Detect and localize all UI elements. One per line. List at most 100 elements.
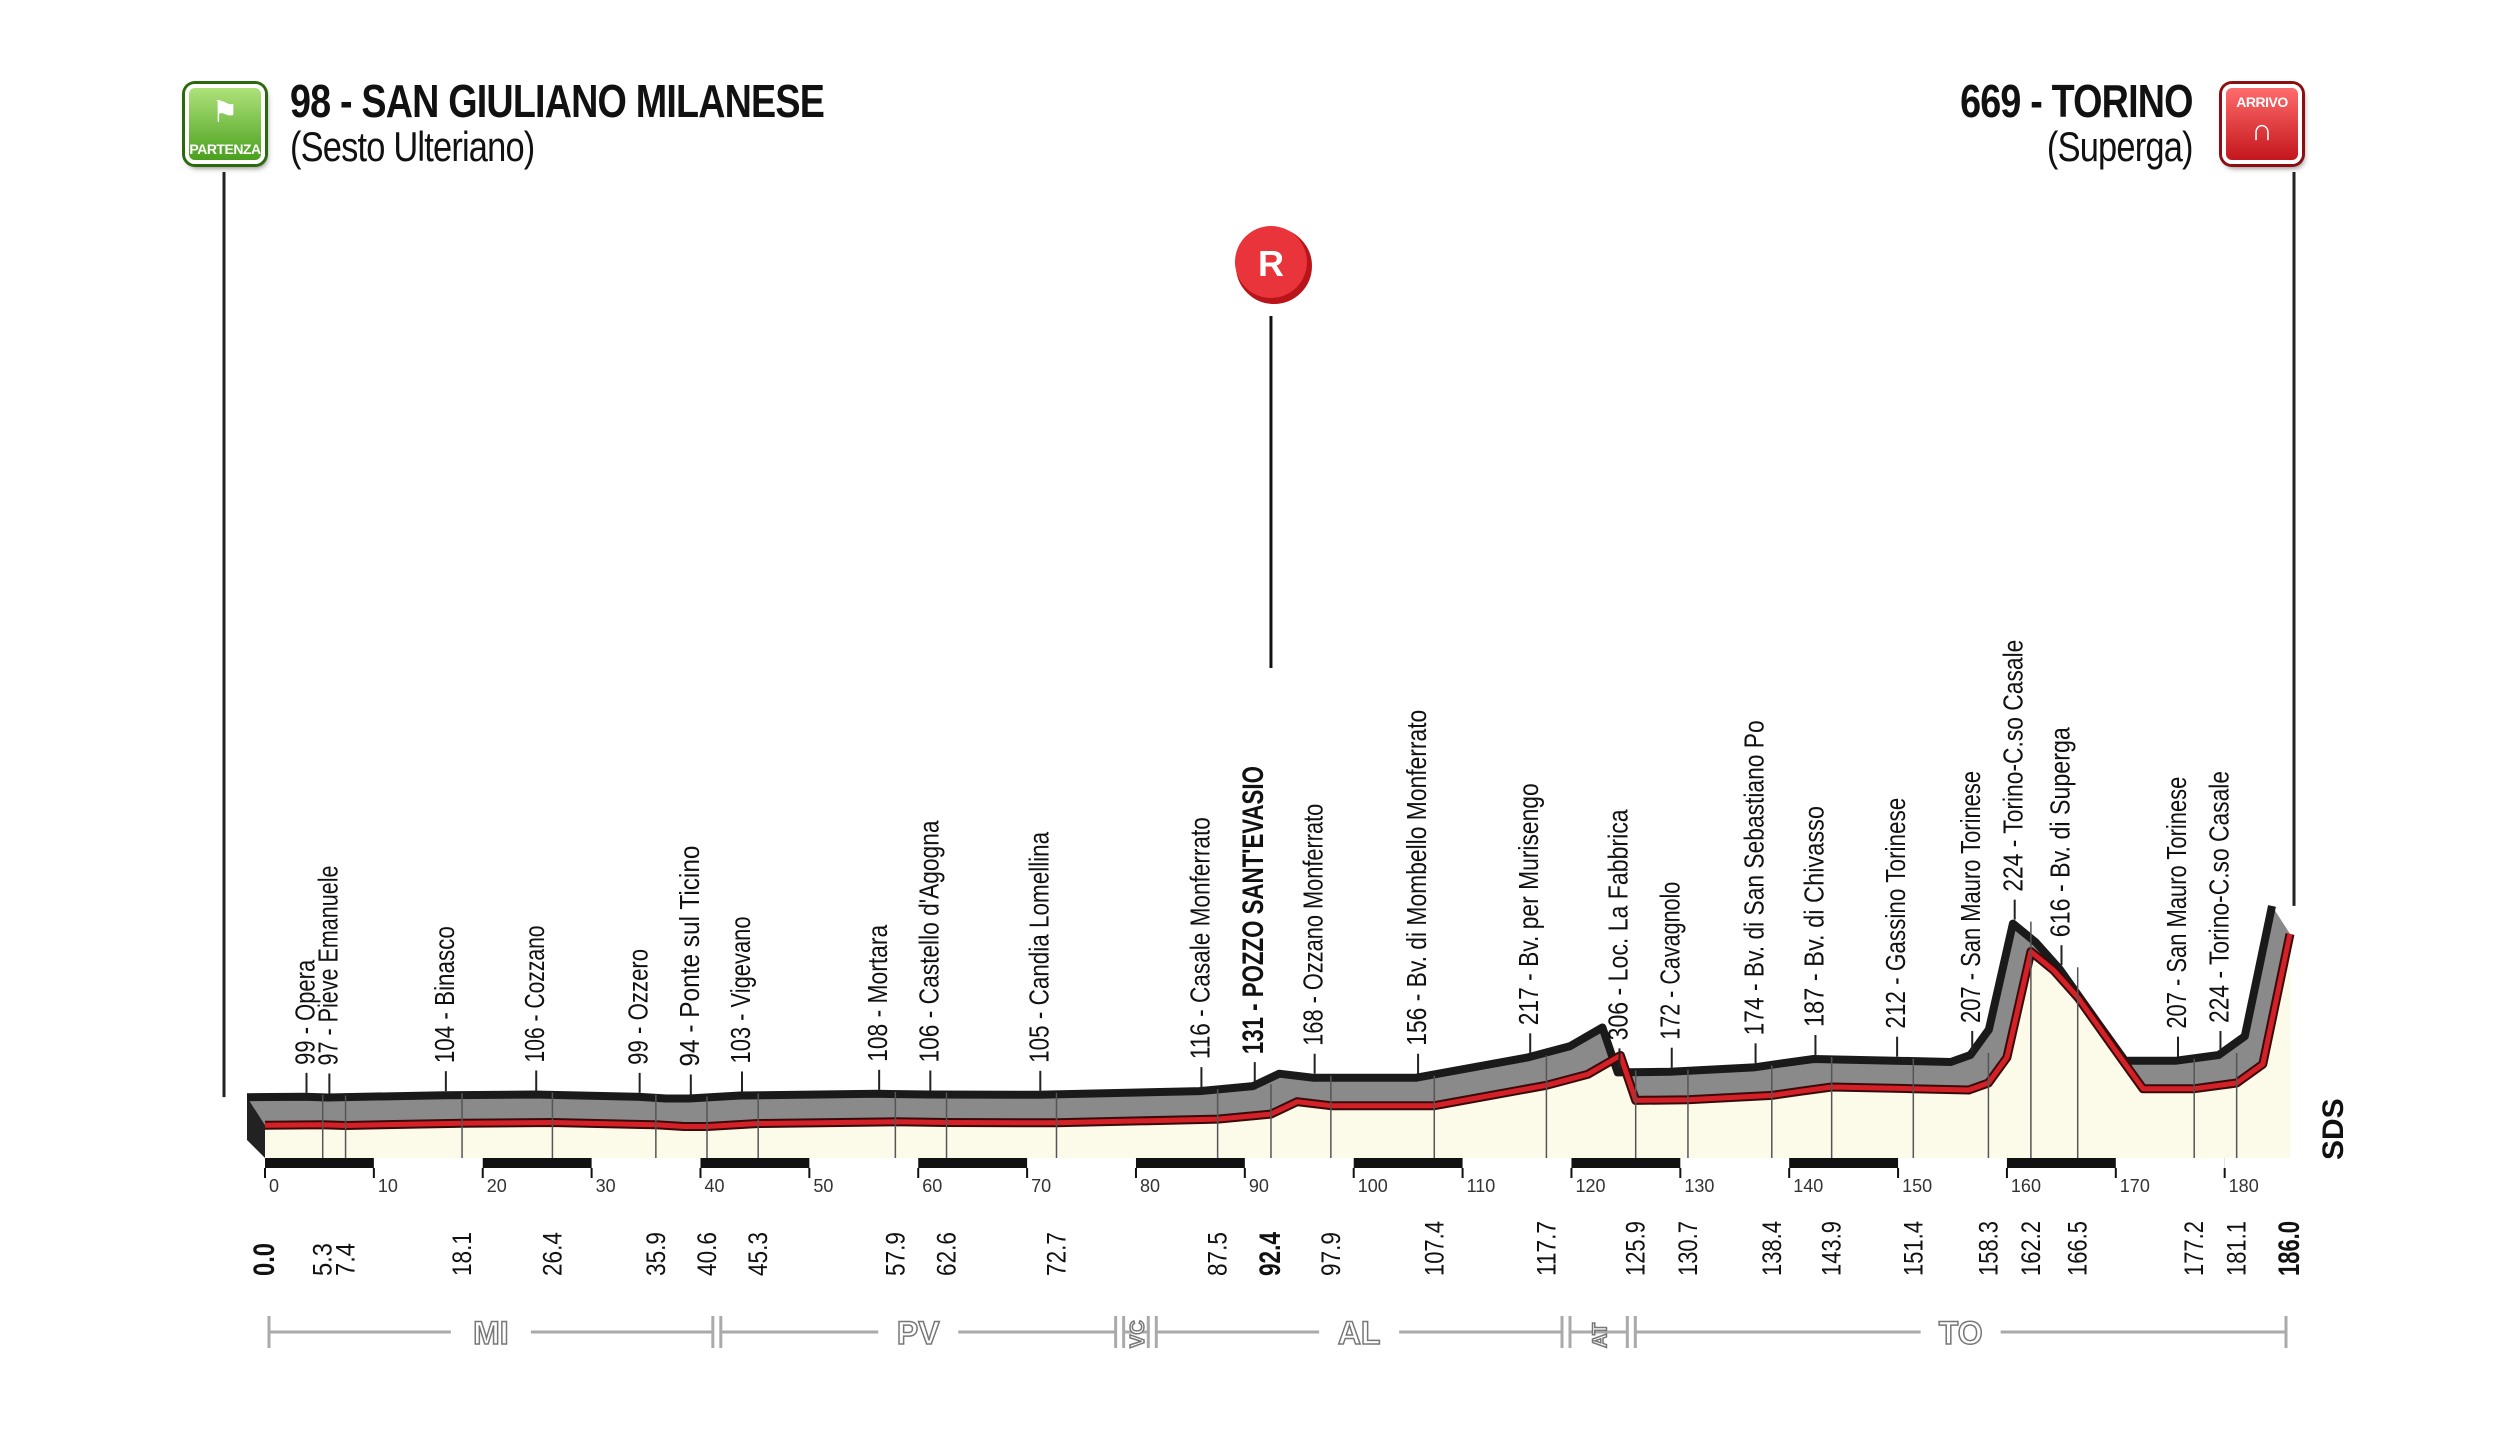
tick-label: 140 (1793, 1176, 1823, 1196)
km-label: 18.1 (447, 1232, 477, 1276)
km-label: 162.2 (2016, 1221, 2046, 1276)
finish-subtitle: (Superga) (2047, 123, 2194, 170)
profile-road-surface (247, 905, 2290, 1127)
tick-label: 160 (2011, 1176, 2041, 1196)
tick-label: 130 (1684, 1176, 1714, 1196)
km-label: 0.0 (248, 1243, 281, 1276)
start-flag-icon: ⚑ (211, 96, 239, 129)
km-label: 143.9 (1817, 1221, 1847, 1276)
distance-bar-segment (591, 1158, 701, 1168)
km-label: 125.9 (1621, 1221, 1651, 1276)
km-label: 158.3 (1973, 1221, 2003, 1276)
waypoint-label: 207 - San Mauro Torinese (2161, 777, 2192, 1029)
waypoint-label: 106 - Castello d'Agogna (913, 820, 944, 1062)
province-label-bg (450, 1312, 531, 1352)
waypoint-label: 224 - Torino-C.so Casale (1998, 640, 2029, 892)
start-subtitle: (Sesto Ulteriano) (290, 123, 535, 170)
tick-label: 10 (378, 1176, 398, 1196)
sds-logo: SDS (2317, 1098, 2350, 1160)
finish-header: 669 - TORINO (Superga) (1960, 78, 2193, 170)
feed-zone-circle-inner (1234, 226, 1307, 298)
start-badge-label: PARTENZA (189, 141, 261, 157)
distance-bar-segment (1680, 1158, 1790, 1168)
province-label: AT (1590, 1323, 1612, 1348)
profile-top-edge (246, 905, 2276, 1103)
km-label: 181.1 (2222, 1221, 2252, 1276)
tick-label: 170 (2120, 1176, 2150, 1196)
waypoint-label: 116 - Casale Monferrato (1184, 817, 1215, 1059)
tick-label: 40 (704, 1176, 724, 1196)
province-label: TO (1939, 1315, 1983, 1351)
km-label: 87.5 (1203, 1232, 1233, 1276)
waypoint-label: 97 - Pieve Emanuele (312, 866, 343, 1066)
tick-label: 70 (1031, 1176, 1051, 1196)
distance-bar-segment (1462, 1158, 1572, 1168)
profile-road-line (264, 933, 2293, 1129)
tick-label: 20 (487, 1176, 507, 1196)
finish-horseshoe-icon: ∩ (2251, 114, 2273, 147)
distance-bar-segment (1244, 1158, 1354, 1168)
km-label: 107.4 (1419, 1221, 1449, 1276)
tick-label: 110 (1467, 1176, 1496, 1196)
km-label: 92.4 (1254, 1232, 1287, 1276)
km-label: 40.6 (692, 1232, 722, 1276)
waypoint-label: 224 - Torino-C.so Casale (2203, 771, 2234, 1023)
km-label: 138.4 (1757, 1221, 1787, 1276)
km-label: 117.7 (1531, 1221, 1561, 1276)
tick-label: 30 (596, 1176, 616, 1196)
tick-label: 180 (2229, 1176, 2259, 1196)
province-label: PV (897, 1315, 940, 1351)
km-label: 7.4 (331, 1243, 361, 1276)
finish-badge: ARRIVO ∩ (2222, 84, 2302, 164)
km-label: 45.3 (743, 1232, 773, 1276)
tick-label: 100 (1358, 1176, 1388, 1196)
waypoint-label: 217 - Bv. per Murisengo (1513, 783, 1544, 1025)
distance-bar-segment (373, 1158, 483, 1168)
tick-label: 0 (269, 1176, 279, 1196)
province-label: MI (473, 1315, 509, 1351)
km-label: 166.5 (2063, 1221, 2093, 1276)
km-label: 62.6 (932, 1232, 962, 1276)
km-label: 57.9 (880, 1232, 910, 1276)
km-label: 5.3 (308, 1243, 338, 1276)
distance-bar-segment (1027, 1158, 1136, 1168)
km-label: 186.0 (2273, 1221, 2306, 1276)
waypoint-label: 104 - Binasco (429, 926, 460, 1063)
km-label: 26.4 (537, 1232, 567, 1276)
waypoint-label: 106 - Cozzano (519, 925, 550, 1062)
distance-bar-segment (2115, 1158, 2225, 1168)
finish-badge-label: ARRIVO (2236, 94, 2288, 110)
km-label: 151.4 (1898, 1221, 1928, 1276)
waypoint-label: 172 - Cavagnolo (1655, 882, 1686, 1040)
waypoint-label: 207 - San Mauro Torinese (1955, 771, 1986, 1023)
waypoint-label: 94 - Ponte sul Ticino (674, 846, 705, 1067)
tick-label: 90 (1249, 1176, 1269, 1196)
province-label-bg (878, 1312, 959, 1352)
distance-bar-segment (2224, 1158, 2290, 1168)
start-title: 98 - SAN GIULIANO MILANESE (290, 75, 825, 127)
waypoint-label: 616 - Bv. di Superga (2045, 727, 2076, 937)
province-label: VC (1127, 1320, 1149, 1348)
tick-label: 120 (1575, 1176, 1605, 1196)
km-label: 35.9 (641, 1232, 671, 1276)
profile-left-side (247, 1097, 265, 1158)
finish-title: 669 - TORINO (1960, 75, 2193, 127)
waypoint-label: 174 - Bv. di San Sebastiano Po (1739, 720, 1770, 1035)
waypoint-label: 99 - Opera (290, 960, 321, 1065)
waypoint-label: 103 - Vigevano (725, 916, 756, 1063)
province-label-bg (1319, 1312, 1400, 1352)
waypoint-label: 156 - Bv. di Mombello Monferrato (1401, 710, 1432, 1046)
waypoint-label: 131 - POZZO SANT'EVASIO (1237, 766, 1270, 1054)
km-label: 130.7 (1673, 1221, 1703, 1276)
waypoint-label: 168 - Ozzano Monferrato (1298, 804, 1329, 1046)
waypoint-label: 105 - Candia Lomellina (1023, 831, 1054, 1062)
waypoint-label: 187 - Bv. di Chivasso (1798, 806, 1829, 1027)
waypoint-label: 108 - Mortara (862, 924, 893, 1061)
start-header: 98 - SAN GIULIANO MILANESE (Sesto Ulteri… (290, 75, 825, 170)
profile-ground (265, 933, 2290, 1158)
tick-label: 50 (813, 1176, 833, 1196)
province-label-bg (1920, 1312, 2001, 1352)
km-label: 72.7 (1041, 1232, 1071, 1276)
feed-zone-label: R (1258, 243, 1284, 284)
